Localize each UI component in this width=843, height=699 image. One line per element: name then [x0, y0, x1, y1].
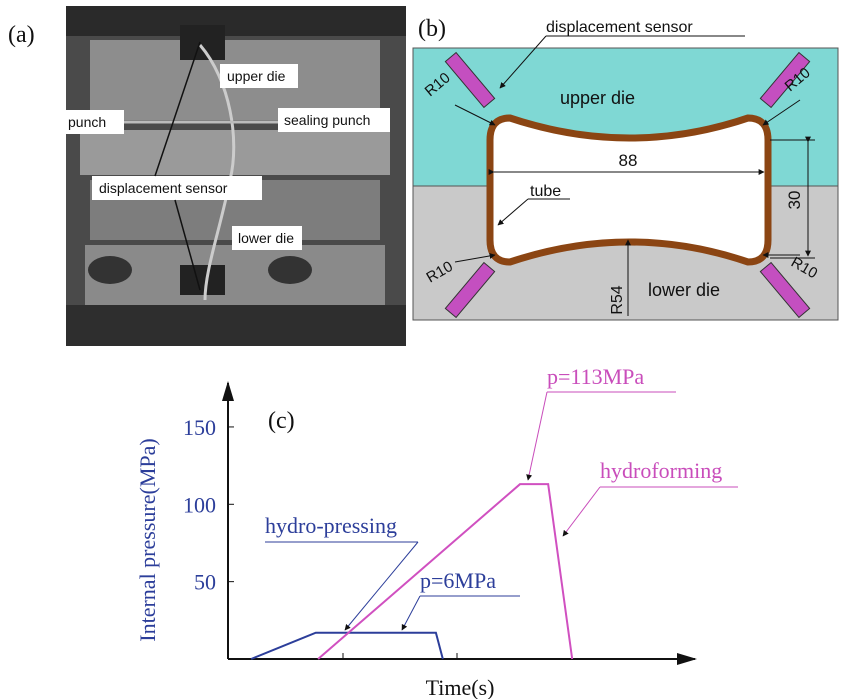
y-tick-label: 150 — [183, 415, 216, 440]
diagram-label: displacement sensor — [546, 19, 693, 36]
diagram-label: upper die — [560, 88, 635, 108]
diagram-label: lower die — [648, 280, 720, 300]
diagram-label: tube — [530, 183, 561, 200]
photo-label: upper die — [227, 68, 286, 84]
dimension: R54 — [609, 285, 626, 314]
y-tick-label: 100 — [183, 492, 216, 517]
panel-b: (b) displacement sensor upper die R10 R1… — [413, 16, 838, 320]
photo-label: sealing punch — [284, 112, 370, 128]
annotation: p=6MPa — [420, 568, 496, 593]
x-axis-label: Time(s) — [426, 675, 495, 699]
panel-a: (a) upper die punch sealing punch displa… — [8, 6, 406, 346]
figure: (a) upper die punch sealing punch displa… — [0, 0, 843, 699]
annotation: hydro-pressing — [265, 513, 397, 538]
panel-label: (a) — [8, 22, 35, 48]
panel-c: (c) Internal pressure(MPa) Time(s) hydro… — [135, 364, 738, 699]
annotation: hydroforming — [600, 458, 722, 483]
page: {"panels": { "a": {"label": "(a)", "uppe… — [0, 0, 843, 699]
panel-label: (c) — [268, 408, 295, 434]
y-axis-label: Internal pressure(MPa) — [135, 438, 160, 641]
photo-label: lower die — [238, 230, 294, 246]
panel-label: (b) — [418, 16, 446, 42]
dimension: 30 — [785, 191, 804, 210]
dimension: 88 — [619, 151, 638, 170]
annotation: p=113MPa — [547, 364, 644, 389]
photo-label: displacement sensor — [99, 180, 228, 196]
series-line — [251, 633, 443, 659]
photo-label: punch — [68, 114, 106, 130]
y-tick-label: 50 — [194, 570, 216, 595]
